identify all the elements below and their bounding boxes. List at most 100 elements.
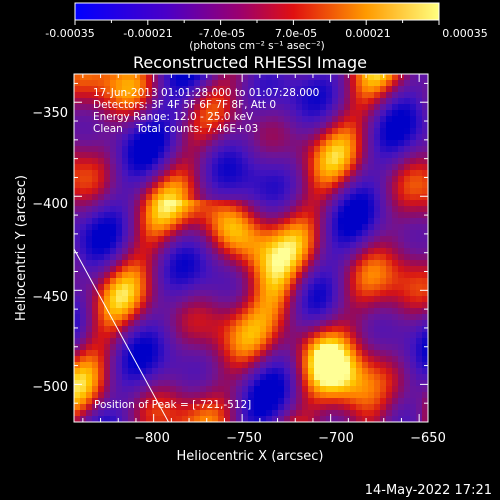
heatmap-cell	[152, 182, 158, 188]
heatmap-cell	[416, 374, 422, 380]
heatmap-cell	[350, 284, 356, 290]
heatmap-cell	[230, 266, 236, 272]
heatmap-cell	[170, 218, 176, 224]
heatmap-cell	[392, 386, 398, 392]
heatmap-cell	[320, 254, 326, 260]
heatmap-cell	[350, 80, 356, 86]
heatmap-cell	[230, 200, 236, 206]
heatmap-cell	[374, 182, 380, 188]
heatmap-cell	[326, 308, 332, 314]
heatmap-cell	[218, 278, 224, 284]
heatmap-cell	[164, 194, 170, 200]
heatmap-cell	[314, 74, 320, 80]
heatmap-cell	[320, 158, 326, 164]
heatmap-cell	[260, 230, 266, 236]
heatmap-cell	[242, 302, 248, 308]
heatmap-cell	[146, 350, 152, 356]
heatmap-cell	[230, 122, 236, 128]
heatmap-cell	[284, 254, 290, 260]
heatmap-cell	[308, 80, 314, 86]
heatmap-cell	[332, 404, 338, 410]
heatmap-cell	[350, 164, 356, 170]
heatmap-cell	[134, 98, 140, 104]
heatmap-cell	[128, 326, 134, 332]
heatmap-cell	[248, 350, 254, 356]
heatmap-cell	[398, 182, 404, 188]
heatmap-cell	[260, 194, 266, 200]
heatmap-cell	[404, 248, 410, 254]
heatmap-cell	[284, 320, 290, 326]
heatmap-cell	[368, 128, 374, 134]
heatmap-cell	[266, 374, 272, 380]
heatmap-cell	[410, 356, 416, 362]
heatmap-cell	[404, 356, 410, 362]
heatmap-cell	[128, 242, 134, 248]
heatmap-cell	[356, 146, 362, 152]
heatmap-cell	[386, 194, 392, 200]
heatmap-cell	[230, 176, 236, 182]
heatmap-cell	[404, 344, 410, 350]
heatmap-cell	[146, 74, 152, 80]
heatmap-cell	[230, 188, 236, 194]
heatmap-cell	[146, 296, 152, 302]
heatmap-cell	[296, 350, 302, 356]
heatmap-cell	[80, 86, 86, 92]
heatmap-cell	[182, 314, 188, 320]
heatmap-cell	[260, 206, 266, 212]
heatmap-cell	[200, 374, 206, 380]
heatmap-cell	[386, 410, 392, 416]
heatmap-cell	[290, 80, 296, 86]
heatmap-cell	[92, 404, 98, 410]
heatmap-cell	[236, 200, 242, 206]
heatmap-cell	[92, 122, 98, 128]
annotation-time-range: 17-Jun-2013 01:01:28.000 to 01:07:28.000	[93, 87, 319, 99]
heatmap-cell	[206, 272, 212, 278]
heatmap-cell	[86, 74, 92, 80]
heatmap-cell	[398, 134, 404, 140]
heatmap-cell	[176, 392, 182, 398]
heatmap-cell	[86, 338, 92, 344]
heatmap-cell	[254, 194, 260, 200]
heatmap-cell	[218, 200, 224, 206]
heatmap-cell	[368, 266, 374, 272]
heatmap-cell	[242, 392, 248, 398]
heatmap-cell	[416, 212, 422, 218]
heatmap-cell	[266, 362, 272, 368]
heatmap-cell	[308, 266, 314, 272]
heatmap-cell	[398, 236, 404, 242]
heatmap-cell	[248, 374, 254, 380]
heatmap-cell	[326, 392, 332, 398]
heatmap-cell	[86, 254, 92, 260]
heatmap-cell	[200, 116, 206, 122]
heatmap-cell	[398, 188, 404, 194]
heatmap-cell	[128, 140, 134, 146]
heatmap-cell	[404, 236, 410, 242]
heatmap-cell	[110, 80, 116, 86]
heatmap-cell	[104, 308, 110, 314]
heatmap-cell	[296, 314, 302, 320]
heatmap-cell	[92, 326, 98, 332]
heatmap-cell	[128, 374, 134, 380]
heatmap-cell	[242, 110, 248, 116]
heatmap-cell	[284, 236, 290, 242]
heatmap-cell	[266, 176, 272, 182]
heatmap-cell	[380, 290, 386, 296]
heatmap-cell	[260, 158, 266, 164]
heatmap-cell	[212, 320, 218, 326]
heatmap-cell	[368, 92, 374, 98]
heatmap-cell	[104, 122, 110, 128]
heatmap-cell	[404, 74, 410, 80]
heatmap-cell	[248, 236, 254, 242]
heatmap-cell	[104, 290, 110, 296]
heatmap-cell	[422, 410, 428, 416]
heatmap-cell	[260, 386, 266, 392]
heatmap-cell	[332, 176, 338, 182]
heatmap-cell	[158, 284, 164, 290]
heatmap-cell	[290, 206, 296, 212]
heatmap-cell	[344, 380, 350, 386]
heatmap-cell	[92, 182, 98, 188]
heatmap-cell	[212, 104, 218, 110]
heatmap-cell	[152, 206, 158, 212]
heatmap-cell	[92, 332, 98, 338]
heatmap-cell	[230, 272, 236, 278]
